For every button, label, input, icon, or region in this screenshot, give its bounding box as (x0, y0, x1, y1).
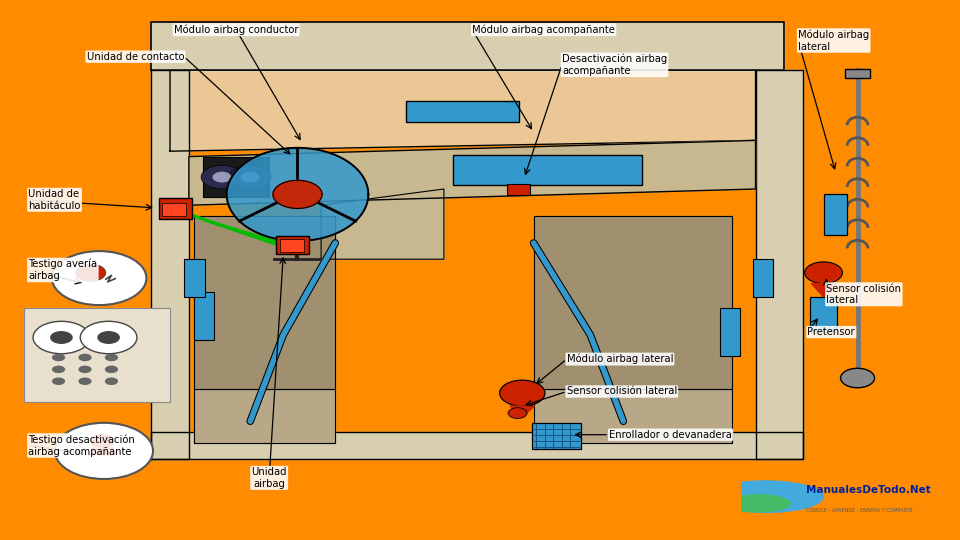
Circle shape (76, 264, 106, 281)
Bar (279, 239, 304, 252)
Polygon shape (170, 70, 756, 151)
Bar (810, 297, 837, 332)
Circle shape (212, 172, 231, 183)
Circle shape (89, 434, 114, 448)
Polygon shape (151, 22, 784, 70)
Bar (406, 101, 519, 122)
Circle shape (52, 366, 65, 373)
Polygon shape (534, 389, 732, 443)
Circle shape (229, 165, 271, 189)
Circle shape (33, 321, 89, 354)
Polygon shape (321, 189, 444, 259)
Circle shape (52, 251, 146, 305)
Circle shape (105, 366, 118, 373)
Bar (204, 157, 269, 197)
Polygon shape (811, 284, 836, 297)
Text: Desactivación airbag
acompañante: Desactivación airbag acompañante (562, 54, 667, 76)
Circle shape (241, 172, 260, 183)
Polygon shape (510, 406, 535, 417)
Polygon shape (534, 216, 732, 389)
Circle shape (508, 408, 527, 418)
Text: Sensor colisión lateral: Sensor colisión lateral (566, 387, 677, 396)
Circle shape (79, 366, 91, 373)
Text: Sensor colisión
lateral: Sensor colisión lateral (827, 284, 901, 305)
Polygon shape (194, 389, 335, 443)
Polygon shape (756, 70, 803, 459)
Bar (532, 423, 581, 449)
Circle shape (55, 423, 153, 479)
Text: Unidad
airbag: Unidad airbag (252, 467, 287, 489)
Bar (158, 198, 192, 219)
Text: Unidad de
habitáculo: Unidad de habitáculo (29, 189, 81, 211)
Bar (194, 292, 214, 340)
Polygon shape (194, 216, 335, 389)
Circle shape (79, 354, 91, 361)
Text: Módulo airbag acompañante: Módulo airbag acompañante (472, 24, 615, 35)
Circle shape (52, 354, 65, 361)
Text: Pretensor: Pretensor (807, 327, 855, 337)
Polygon shape (91, 448, 115, 455)
Circle shape (202, 165, 243, 189)
Text: Unidad de contacto: Unidad de contacto (86, 52, 184, 62)
Circle shape (52, 377, 65, 385)
Circle shape (499, 380, 545, 406)
Circle shape (50, 331, 73, 344)
Bar (720, 308, 740, 356)
Text: Módulo airbag
lateral: Módulo airbag lateral (798, 30, 870, 51)
Polygon shape (189, 140, 756, 205)
Circle shape (841, 368, 875, 388)
Bar (507, 184, 530, 195)
Bar (24, 308, 170, 402)
Text: Enrollador o devanadera: Enrollador o devanadera (610, 430, 732, 440)
Bar (824, 194, 847, 235)
Circle shape (97, 331, 120, 344)
Text: Testigo avería
airbag: Testigo avería airbag (29, 259, 98, 281)
Bar (276, 236, 309, 254)
Circle shape (105, 377, 118, 385)
Polygon shape (273, 180, 322, 208)
Bar (162, 202, 186, 216)
Circle shape (804, 262, 843, 284)
Circle shape (81, 321, 137, 354)
Bar (845, 69, 870, 78)
Circle shape (105, 354, 118, 361)
Bar (753, 259, 774, 297)
Circle shape (79, 377, 91, 385)
Polygon shape (151, 432, 803, 459)
Polygon shape (151, 70, 189, 459)
Polygon shape (227, 148, 369, 241)
Bar (184, 259, 204, 297)
Bar (453, 155, 642, 185)
Text: Módulo airbag lateral: Módulo airbag lateral (566, 354, 673, 364)
Text: Testigo desactivación
airbag acompañante: Testigo desactivación airbag acompañante (29, 435, 135, 456)
Text: Módulo airbag conductor: Módulo airbag conductor (174, 24, 299, 35)
